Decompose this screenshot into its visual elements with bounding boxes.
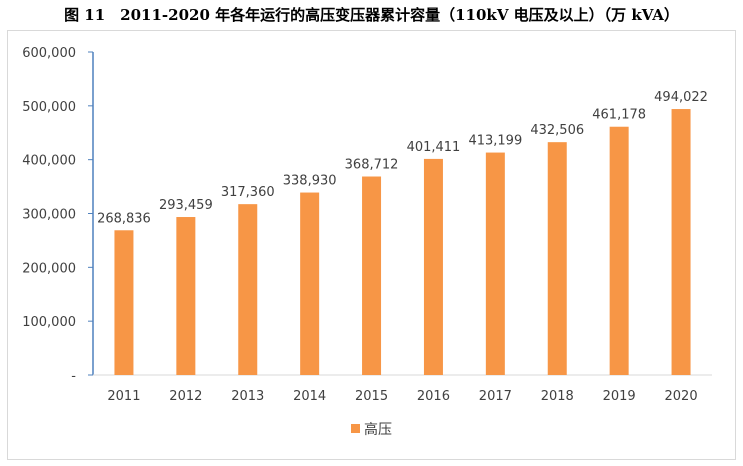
chart-area: [7, 30, 736, 460]
x-tick-label: 2011: [107, 389, 140, 404]
data-label: 268,836: [97, 211, 151, 226]
bar: [423, 158, 443, 375]
legend-swatch: [351, 424, 360, 433]
bar: [300, 192, 320, 375]
y-tick-label: 400,000: [22, 154, 76, 169]
x-axis: 2011 2012 2013 2014 2015 2016 2017 2018 2019 2020: [93, 374, 712, 404]
x-tick-label: 2017: [479, 389, 512, 404]
bar: [362, 176, 382, 375]
bars: [114, 109, 691, 376]
y-axis: - 100,000 200,000 300,000 400,000 500,000 600,…: [22, 46, 94, 384]
bar: [238, 204, 258, 375]
data-label: 494,022: [654, 90, 708, 105]
y-tick-label: 200,000: [22, 261, 76, 276]
x-tick-label: 2016: [417, 389, 450, 404]
data-label: 293,459: [159, 198, 213, 213]
bar: [114, 230, 134, 375]
x-tick-label: 2012: [169, 389, 202, 404]
x-tick-label: 2013: [231, 389, 264, 404]
y-tick-label: -: [71, 369, 76, 384]
data-label: 413,199: [468, 134, 522, 149]
data-label: 317,360: [221, 185, 275, 200]
bar: [671, 109, 691, 376]
y-tick-label: 300,000: [22, 208, 76, 223]
x-tick-label: 2014: [293, 389, 326, 404]
y-tick-label: 600,000: [22, 46, 76, 61]
legend-label: 高压: [364, 421, 392, 438]
chart-title: 图 11 2011-2020 年各年运行的高压变压器累计容量（110kV 电压及…: [64, 6, 679, 24]
x-tick-label: 2020: [665, 389, 698, 404]
data-label: 401,411: [407, 140, 461, 155]
bar: [485, 152, 505, 375]
bar: [547, 142, 567, 375]
y-tick-label: 500,000: [22, 100, 76, 115]
x-tick-label: 2015: [355, 389, 388, 404]
x-tick-label: 2018: [541, 389, 574, 404]
y-tick-label: 100,000: [22, 315, 76, 330]
data-label: 432,506: [530, 123, 584, 138]
data-label: 368,712: [345, 158, 399, 173]
legend: 高压: [351, 421, 392, 438]
bar: [176, 217, 196, 375]
bar: [609, 126, 629, 375]
data-label: 338,930: [283, 174, 337, 189]
data-label: 461,178: [592, 108, 646, 123]
data-labels: 268,836 293,459 317,360 338,930 368,712 401,4…: [97, 90, 708, 226]
x-tick-label: 2019: [603, 389, 636, 404]
